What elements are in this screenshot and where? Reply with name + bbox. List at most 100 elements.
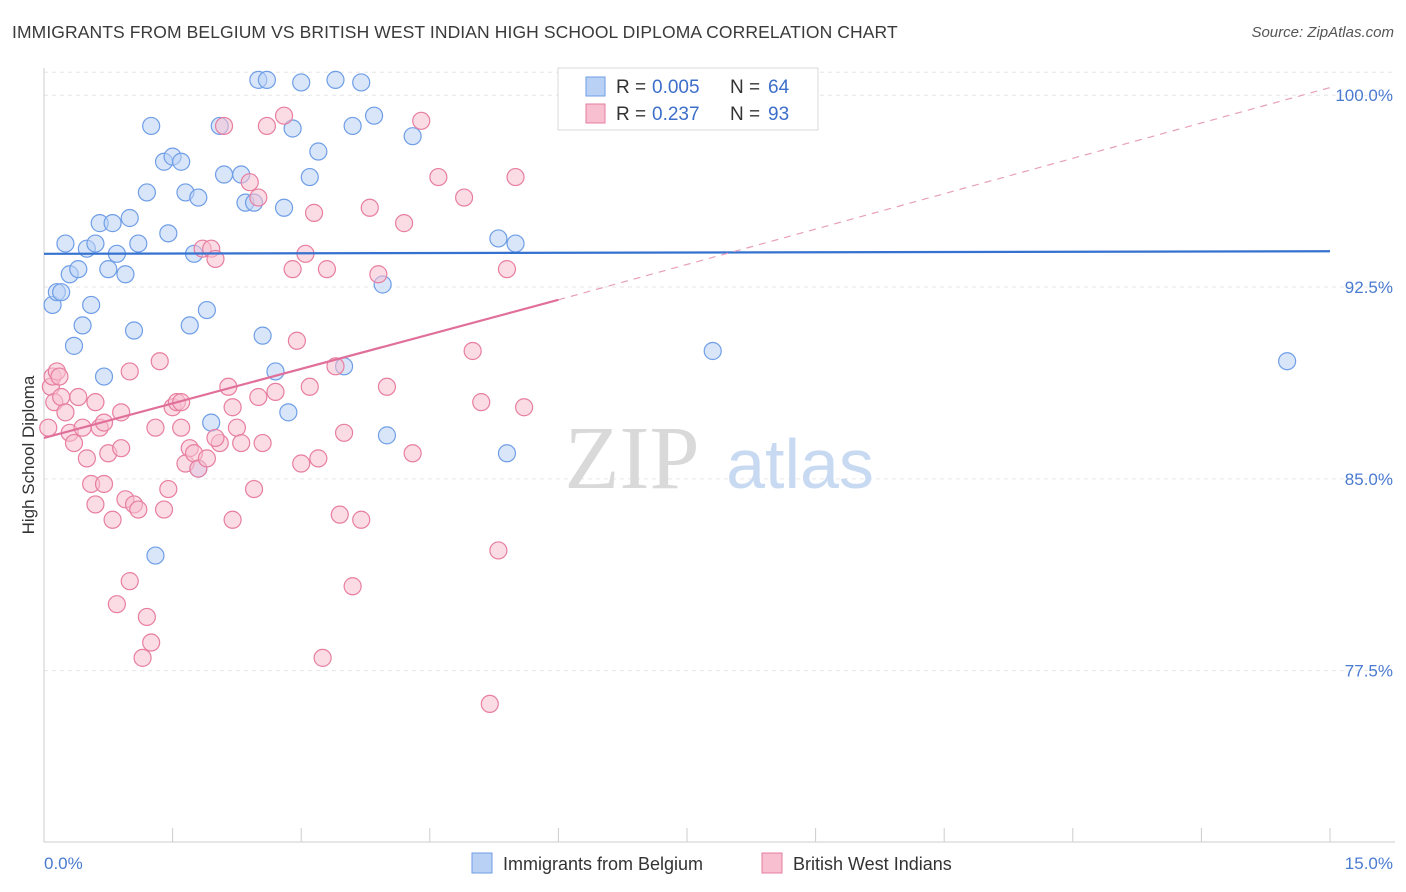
y-tick-label-1: 92.5% [1345,278,1393,297]
y-tick-label-2: 85.0% [1345,470,1393,489]
point-s1-55 [274,106,294,125]
point-s0-6 [69,260,88,279]
legend-swatch-1 [761,852,783,874]
point-s1-90 [86,393,105,412]
stats-legend-swatch-1 [585,103,606,124]
point-s1-34 [172,418,191,437]
point-s0-12 [94,367,114,386]
point-s0-2 [52,283,71,302]
grid-lines [44,71,1395,672]
x-tick-label-1: 15.0% [1345,854,1393,873]
point-s0-21 [142,116,161,136]
point-s1-24 [129,500,148,519]
point-s1-46 [223,510,242,529]
point-s1-42 [206,249,225,269]
chart-source: Source: ZipAtlas.com [1251,24,1394,41]
point-s0-28 [180,316,199,335]
point-s1-66 [330,505,349,524]
point-s0-14 [103,214,122,233]
point-s1-82 [497,260,517,279]
point-s1-28 [146,418,165,437]
point-s0-62 [1278,352,1297,371]
point-s1-68 [343,577,362,596]
point-s0-58 [497,444,517,463]
legend-label-0: Immigrants from Belgium [503,854,703,874]
point-s1-49 [240,173,259,192]
point-s1-77 [454,188,474,207]
point-s1-10 [69,387,88,407]
point-s1-19 [107,595,126,614]
point-s0-53 [364,106,384,125]
point-s1-57 [287,331,307,350]
point-s0-24 [159,224,178,243]
point-s1-7 [56,403,75,422]
y-tick-label-0: 100.0% [1335,86,1393,105]
point-s0-44 [279,403,298,422]
point-s0-26 [172,152,191,171]
point-s1-9 [64,433,84,453]
stats-legend-r-label-1: R = [616,104,646,125]
point-s1-40 [197,449,216,468]
point-s1-14 [86,495,105,514]
point-s1-70 [360,198,379,217]
data-points [39,70,1297,714]
watermark: ZIP atlas [565,409,874,508]
point-s0-59 [506,234,525,253]
point-s1-80 [480,694,499,714]
point-s0-56 [403,127,422,146]
point-s1-16 [94,474,114,494]
point-s1-56 [283,260,302,279]
watermark-zip: ZIP [565,409,700,508]
point-s0-40 [253,326,272,345]
point-s0-16 [116,265,135,284]
point-s0-10 [86,234,105,253]
point-s0-55 [377,426,397,445]
point-s1-64 [317,260,337,279]
x-tick-label-0: 0.0% [44,854,83,873]
point-s0-32 [197,300,216,320]
point-s1-69 [352,510,371,529]
point-s1-89 [223,398,242,417]
point-s1-63 [313,648,332,667]
point-s0-18 [124,321,144,340]
point-s1-48 [232,433,251,453]
legend-label-1: British West Indians [793,854,952,874]
point-s1-0 [39,418,58,437]
point-s1-12 [77,449,96,468]
point-s1-22 [120,572,139,591]
point-s1-86 [120,362,139,381]
point-s0-48 [309,142,328,161]
point-s0-35 [214,165,234,184]
point-s1-50 [244,479,264,499]
point-s1-47 [227,418,246,437]
point-s1-76 [429,167,448,187]
point-s0-61 [703,341,722,361]
point-s0-19 [129,234,148,253]
stats-legend-swatch-0 [585,76,606,97]
point-s1-52 [253,433,272,453]
point-s1-60 [300,377,319,396]
point-s1-26 [137,607,156,627]
point-s0-30 [189,188,208,207]
point-s1-67 [334,423,354,442]
watermark-atlas: atlas [726,425,874,503]
point-s1-84 [515,398,534,417]
point-s1-29 [150,352,169,371]
point-s0-7 [73,316,92,335]
stats-legend-n-label-0: N = [730,77,760,98]
point-s0-17 [120,208,139,228]
y-axis-label: High School Diploma [19,375,38,534]
point-s0-3 [56,234,75,253]
point-s1-75 [412,111,431,130]
x-tick-labels: 0.0% 15.0% [44,854,1393,873]
stats-legend-r-value-0: 0.005 [652,77,700,98]
point-s1-54 [266,382,285,402]
point-s0-57 [489,229,508,248]
bottom-legend: Immigrants from Belgium British West Indi… [471,852,952,874]
chart-title: IMMIGRANTS FROM BELGIUM VS BRITISH WEST … [12,22,898,42]
point-s0-43 [274,198,294,217]
point-s1-74 [403,444,422,463]
point-s1-72 [377,377,397,396]
point-s1-78 [463,341,482,361]
point-s0-20 [137,183,156,202]
